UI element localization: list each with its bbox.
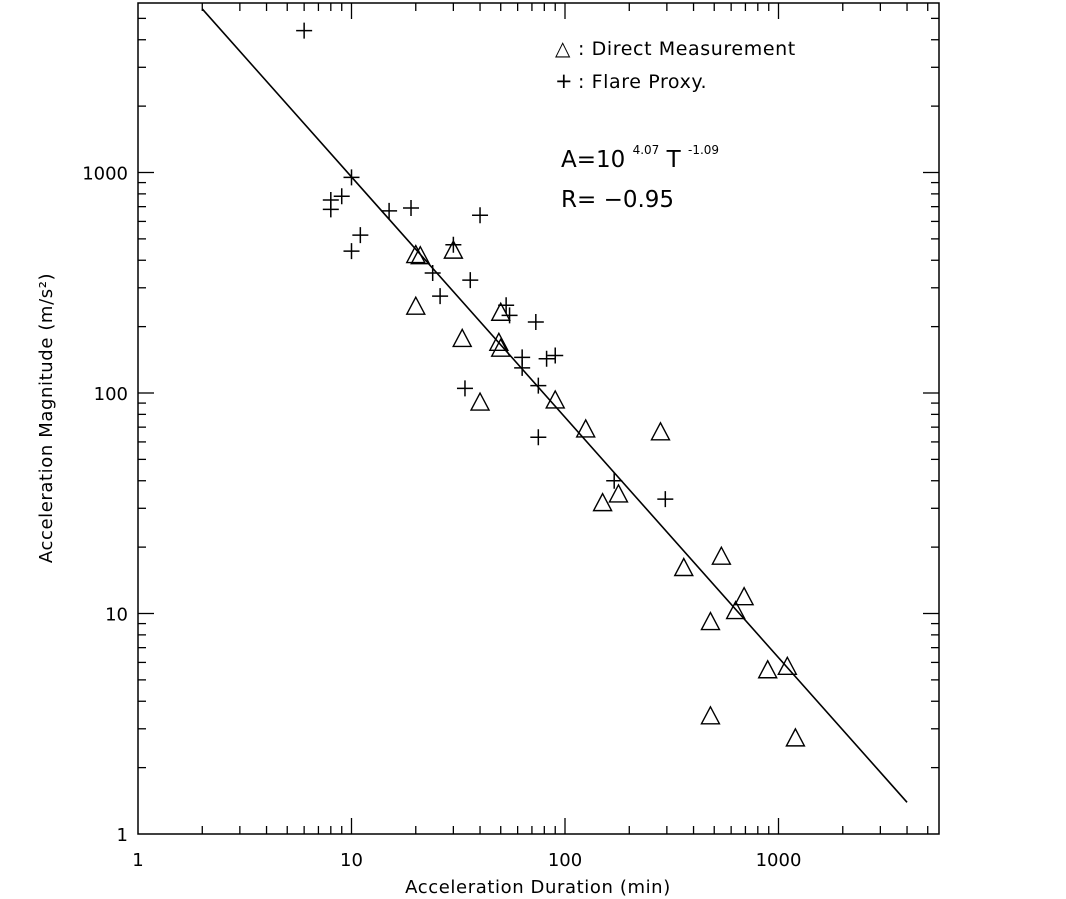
legend: △ : Direct Measurement + : Flare Proxy. xyxy=(555,36,796,93)
legend-label-direct: : Direct Measurement xyxy=(578,38,796,60)
legend-label-flare: : Flare Proxy. xyxy=(578,71,707,93)
x-tick-label: 1000 xyxy=(756,850,802,871)
direct-measurement-point xyxy=(650,421,671,441)
direct-measurement-point xyxy=(452,327,473,348)
direct-measurement-point xyxy=(785,727,806,747)
direct-measurement-point xyxy=(757,659,778,679)
direct-measurement-point xyxy=(673,556,694,577)
flare-proxy-point xyxy=(530,429,547,446)
flare-proxy-point xyxy=(424,265,441,282)
flare-proxy-point xyxy=(445,236,462,253)
flare-proxy-point xyxy=(472,207,489,224)
correlation-coefficient: R= −0.95 xyxy=(561,187,674,213)
flare-proxy-point xyxy=(343,169,360,186)
flare-proxy-point xyxy=(498,297,515,314)
direct-measurement-point xyxy=(410,245,431,265)
flare-proxy-point xyxy=(322,201,339,218)
direct-measurement-point xyxy=(488,331,510,352)
direct-measurement-point xyxy=(575,418,596,438)
fit-exponent-1: 4.07 xyxy=(633,143,660,157)
flare-proxy-point xyxy=(381,202,398,219)
flare-proxy-point xyxy=(527,313,544,330)
flare-proxy-point xyxy=(456,380,473,397)
flare-proxy-point xyxy=(432,288,449,305)
direct-measurement-point xyxy=(405,244,426,264)
flare-proxy-point xyxy=(343,243,360,260)
direct-measurement-point xyxy=(469,391,491,411)
direct-measurement-point xyxy=(443,239,464,259)
flare-proxy-point xyxy=(514,359,531,376)
direct-measurement-point xyxy=(711,545,732,565)
direct-measurement-point xyxy=(777,655,798,676)
axis-ticks xyxy=(138,3,939,834)
y-tick-label: 100 xyxy=(94,384,128,405)
x-tick-label: 10 xyxy=(340,850,363,871)
axis-tick-labels: 1 10 100 1000 1 10 100 1000 xyxy=(82,164,801,872)
legend-symbol-direct: △ xyxy=(555,36,571,60)
direct-measurement-point xyxy=(725,600,746,620)
direct-measurement-point xyxy=(700,611,721,631)
direct-measurement-point xyxy=(608,483,629,503)
flare-proxy-point xyxy=(403,200,420,217)
flare-proxy-point xyxy=(333,188,350,205)
direct-measurement-point xyxy=(490,337,511,357)
flare-proxy-point xyxy=(606,472,623,489)
fit-base: A=10 xyxy=(561,147,625,173)
direct-measurement-point xyxy=(490,301,511,321)
direct-measurement-point xyxy=(545,389,566,409)
y-tick-label: 1 xyxy=(117,825,128,846)
y-tick-label: 10 xyxy=(105,605,128,626)
flare-proxy-point xyxy=(501,307,518,324)
direct-measurement-point xyxy=(405,295,426,315)
fit-mid: T xyxy=(666,147,682,173)
flare-proxy-point xyxy=(657,491,674,508)
flare-proxy-point xyxy=(530,377,547,394)
plot-frame xyxy=(137,2,940,835)
direct-measurement-point xyxy=(592,492,613,512)
flare-proxy-point xyxy=(296,22,313,39)
x-tick-label: 1 xyxy=(132,850,143,871)
fit-line xyxy=(201,8,908,803)
direct-measurement-point xyxy=(700,705,721,725)
direct-measurement-point xyxy=(733,586,755,606)
y-tick-label: 1000 xyxy=(82,164,128,185)
legend-symbol-flare: + xyxy=(555,69,573,93)
flare-proxy-point xyxy=(547,347,564,364)
data-points xyxy=(296,22,806,747)
flare-proxy-point xyxy=(462,272,479,289)
flare-proxy-point xyxy=(352,227,369,244)
flare-proxy-point xyxy=(538,350,555,367)
y-axis-label: Acceleration Magnitude (m/s²) xyxy=(36,273,57,563)
x-axis-label: Acceleration Duration (min) xyxy=(405,877,671,898)
x-tick-label: 100 xyxy=(548,850,582,871)
fit-exponent-2: -1.09 xyxy=(688,143,719,157)
fit-equation: A=10 4.07 T -1.09 xyxy=(561,134,719,173)
